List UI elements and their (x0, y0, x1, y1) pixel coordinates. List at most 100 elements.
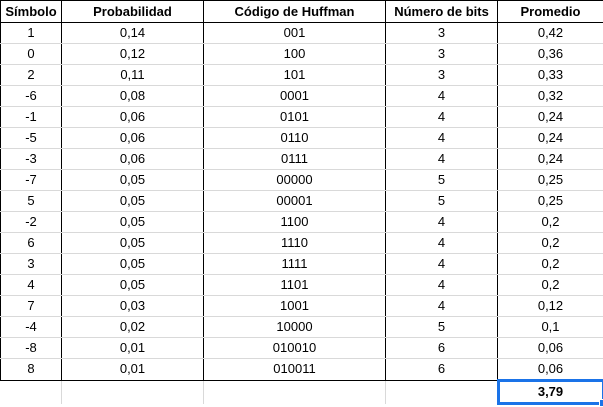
cell-simbolo[interactable]: 6 (1, 233, 62, 254)
cell-simbolo[interactable]: -6 (1, 86, 62, 107)
cell-codigo[interactable]: 1101 (204, 275, 386, 296)
cell-simbolo[interactable]: -3 (1, 149, 62, 170)
cell-probabilidad[interactable]: 0,08 (62, 86, 204, 107)
cell-promedio[interactable]: 0,2 (498, 254, 603, 275)
cell-codigo[interactable]: 100 (204, 44, 386, 65)
cell-codigo[interactable]: 1110 (204, 233, 386, 254)
cell-probabilidad[interactable]: 0,05 (62, 170, 204, 191)
cell-bits[interactable]: 5 (386, 317, 498, 338)
cell-probabilidad[interactable]: 0,06 (62, 107, 204, 128)
cell-probabilidad[interactable]: 0,05 (62, 275, 204, 296)
cell-bits[interactable]: 4 (386, 149, 498, 170)
header-cell-simbolo[interactable]: Símbolo (1, 1, 62, 23)
cell-promedio[interactable]: 0,36 (498, 44, 603, 65)
empty-cell[interactable] (62, 380, 204, 404)
cell-codigo[interactable]: 0111 (204, 149, 386, 170)
cell-probabilidad[interactable]: 0,06 (62, 128, 204, 149)
header-cell-promedio[interactable]: Promedio (498, 1, 603, 23)
cell-probabilidad[interactable]: 0,03 (62, 296, 204, 317)
empty-cell[interactable] (1, 380, 62, 404)
header-cell-numero-bits[interactable]: Número de bits (386, 1, 498, 23)
cell-codigo[interactable]: 001 (204, 23, 386, 44)
cell-probabilidad[interactable]: 0,11 (62, 65, 204, 86)
cell-promedio[interactable]: 0,25 (498, 191, 603, 212)
cell-promedio[interactable]: 0,2 (498, 233, 603, 254)
cell-bits[interactable]: 4 (386, 86, 498, 107)
cell-probabilidad[interactable]: 0,12 (62, 44, 204, 65)
header-cell-probabilidad[interactable]: Probabilidad (62, 1, 204, 23)
cell-probabilidad[interactable]: 0,05 (62, 191, 204, 212)
cell-promedio[interactable]: 0,24 (498, 107, 603, 128)
cell-probabilidad[interactable]: 0,01 (62, 359, 204, 381)
cell-bits[interactable]: 4 (386, 275, 498, 296)
cell-simbolo[interactable]: 7 (1, 296, 62, 317)
cell-bits[interactable]: 3 (386, 23, 498, 44)
cell-bits[interactable]: 5 (386, 170, 498, 191)
cell-simbolo[interactable]: -5 (1, 128, 62, 149)
cell-probabilidad[interactable]: 0,01 (62, 338, 204, 359)
cell-promedio[interactable]: 0,25 (498, 170, 603, 191)
cell-simbolo[interactable]: -1 (1, 107, 62, 128)
cell-bits[interactable]: 3 (386, 44, 498, 65)
cell-promedio[interactable]: 0,24 (498, 149, 603, 170)
cell-probabilidad[interactable]: 0,06 (62, 149, 204, 170)
cell-promedio[interactable]: 0,32 (498, 86, 603, 107)
cell-simbolo[interactable]: 2 (1, 65, 62, 86)
cell-bits[interactable]: 4 (386, 254, 498, 275)
cell-codigo[interactable]: 1001 (204, 296, 386, 317)
cell-bits[interactable]: 5 (386, 191, 498, 212)
cell-probabilidad[interactable]: 0,05 (62, 212, 204, 233)
cell-codigo[interactable]: 010011 (204, 359, 386, 381)
cell-promedio[interactable]: 0,2 (498, 212, 603, 233)
cell-simbolo[interactable]: 1 (1, 23, 62, 44)
cell-codigo[interactable]: 1111 (204, 254, 386, 275)
cell-codigo[interactable]: 0110 (204, 128, 386, 149)
cell-simbolo[interactable]: 5 (1, 191, 62, 212)
cell-bits[interactable]: 4 (386, 296, 498, 317)
cell-simbolo[interactable]: 4 (1, 275, 62, 296)
cell-promedio[interactable]: 0,06 (498, 359, 603, 381)
cell-bits[interactable]: 3 (386, 65, 498, 86)
cell-bits[interactable]: 6 (386, 359, 498, 381)
cell-codigo[interactable]: 10000 (204, 317, 386, 338)
empty-cell[interactable] (204, 380, 386, 404)
total-cell-selected[interactable]: 3,79 (498, 380, 603, 404)
cell-probabilidad[interactable]: 0,02 (62, 317, 204, 338)
cell-promedio[interactable]: 0,1 (498, 317, 603, 338)
cell-simbolo[interactable]: -4 (1, 317, 62, 338)
cell-promedio[interactable]: 0,42 (498, 23, 603, 44)
cell-probabilidad[interactable]: 0,05 (62, 254, 204, 275)
fill-handle[interactable] (599, 399, 603, 407)
cell-bits[interactable]: 4 (386, 233, 498, 254)
cell-promedio[interactable]: 0,33 (498, 65, 603, 86)
cell-bits[interactable]: 4 (386, 107, 498, 128)
cell-simbolo[interactable]: -2 (1, 212, 62, 233)
cell-codigo[interactable]: 00000 (204, 170, 386, 191)
cell-promedio[interactable]: 0,2 (498, 275, 603, 296)
cell-simbolo[interactable]: 8 (1, 359, 62, 381)
cell-simbolo[interactable]: 0 (1, 44, 62, 65)
cell-probabilidad[interactable]: 0,14 (62, 23, 204, 44)
cell-bits[interactable]: 4 (386, 128, 498, 149)
cell-bits[interactable]: 6 (386, 338, 498, 359)
cell-codigo[interactable]: 101 (204, 65, 386, 86)
cell-codigo[interactable]: 010010 (204, 338, 386, 359)
cell-probabilidad[interactable]: 0,05 (62, 233, 204, 254)
cell-codigo[interactable]: 0101 (204, 107, 386, 128)
cell-promedio[interactable]: 0,12 (498, 296, 603, 317)
cell-simbolo[interactable]: 3 (1, 254, 62, 275)
cell-simbolo[interactable]: -7 (1, 170, 62, 191)
empty-cell[interactable] (386, 380, 498, 404)
cell-codigo[interactable]: 0001 (204, 86, 386, 107)
cell-promedio[interactable]: 0,06 (498, 338, 603, 359)
cell-simbolo[interactable]: -8 (1, 338, 62, 359)
cell-bits[interactable]: 4 (386, 212, 498, 233)
cell-codigo[interactable]: 1100 (204, 212, 386, 233)
cell-promedio[interactable]: 0,24 (498, 128, 603, 149)
cell-codigo[interactable]: 00001 (204, 191, 386, 212)
header-cell-codigo-huffman[interactable]: Código de Huffman (204, 1, 386, 23)
